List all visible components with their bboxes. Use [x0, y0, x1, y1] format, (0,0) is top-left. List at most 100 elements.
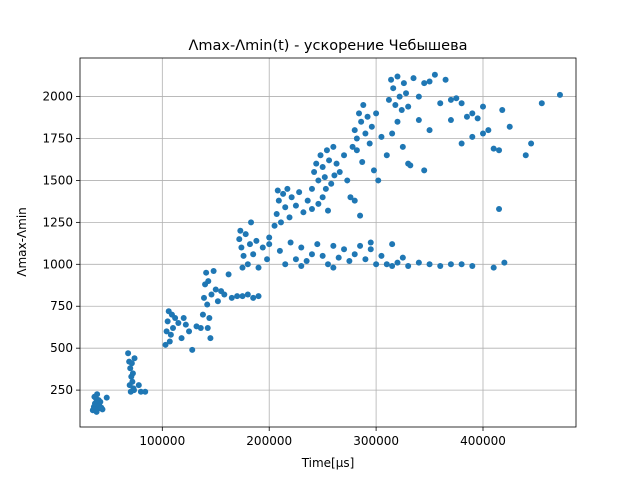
data-point [239, 293, 246, 300]
data-point [366, 140, 373, 147]
data-point [237, 227, 244, 234]
data-point [385, 96, 392, 103]
data-point [236, 236, 243, 243]
data-point [131, 355, 138, 362]
data-point [378, 133, 385, 140]
data-point [128, 360, 135, 367]
data-point [331, 172, 338, 179]
data-point [405, 262, 412, 269]
data-point [274, 187, 281, 194]
data-point [308, 251, 315, 258]
data-point [126, 382, 133, 389]
data-point [304, 197, 311, 204]
data-point [225, 271, 232, 278]
data-point [125, 350, 132, 357]
data-point [204, 301, 211, 308]
data-point [244, 261, 251, 268]
data-point [356, 110, 362, 117]
data-point [358, 118, 365, 125]
data-point [319, 164, 326, 171]
data-point [360, 101, 367, 108]
data-point [197, 325, 204, 332]
data-point [238, 244, 245, 251]
x-axis-label: Time[µs] [301, 456, 355, 470]
data-point [528, 140, 535, 147]
data-point [522, 152, 529, 159]
data-point [246, 241, 253, 248]
data-point [333, 160, 340, 167]
data-point [447, 96, 454, 103]
data-point [490, 264, 497, 271]
data-point [130, 387, 137, 394]
data-point [373, 261, 380, 268]
data-point [276, 247, 283, 254]
data-point [315, 177, 322, 184]
data-point [351, 127, 358, 134]
data-point [415, 117, 422, 124]
data-point [394, 73, 401, 80]
y-axis-label: Λmax-Λmin [15, 207, 29, 277]
data-point [458, 261, 465, 268]
data-point [298, 244, 305, 251]
data-point [303, 257, 310, 264]
data-point [199, 311, 206, 318]
data-point [287, 239, 294, 246]
data-point [266, 241, 273, 248]
data-point [351, 251, 358, 258]
data-point [326, 157, 333, 164]
data-point [163, 328, 170, 335]
data-point [501, 259, 508, 266]
data-point [398, 106, 405, 113]
data-point [286, 214, 293, 221]
data-point [321, 174, 328, 181]
data-point [300, 209, 307, 216]
data-point [556, 91, 563, 98]
y-tick-label: 1500 [42, 173, 73, 187]
data-point [205, 278, 212, 285]
data-point [135, 382, 142, 389]
data-point [396, 93, 403, 100]
data-point [275, 197, 282, 204]
data-point [308, 185, 315, 192]
data-point [127, 365, 134, 372]
data-point [367, 246, 374, 253]
data-point [453, 95, 460, 102]
data-point [330, 264, 337, 271]
data-point [458, 140, 465, 147]
data-point [347, 194, 354, 201]
data-point [311, 169, 318, 176]
data-point [250, 251, 257, 258]
data-point [228, 294, 235, 301]
plot-frame [79, 57, 577, 428]
data-point [325, 261, 331, 268]
data-point [178, 335, 185, 342]
data-point [207, 335, 214, 342]
y-tick-label: 1750 [42, 132, 73, 146]
data-point [308, 205, 315, 212]
data-point [447, 261, 454, 268]
data-point [91, 393, 98, 400]
data-point [164, 318, 171, 325]
y-tick-label: 1250 [42, 215, 73, 229]
data-point [480, 130, 486, 137]
data-points [89, 71, 563, 415]
data-point [437, 262, 444, 269]
data-point [351, 197, 358, 204]
data-point [142, 388, 149, 395]
data-point [341, 152, 348, 159]
data-point [353, 147, 360, 154]
data-point [93, 408, 100, 415]
data-point [330, 242, 337, 249]
data-point [182, 321, 189, 328]
data-point [271, 222, 278, 229]
data-point [410, 75, 417, 82]
data-point [336, 169, 343, 176]
data-point [221, 291, 228, 298]
data-point [442, 76, 449, 83]
y-tick-label: 1000 [42, 257, 73, 271]
data-point [264, 256, 271, 263]
axis-ticks: 100000 200000 300000 400000 250 500 750 1000 125… [42, 90, 505, 448]
data-point [296, 189, 303, 196]
data-point [167, 331, 174, 338]
data-point [378, 252, 385, 259]
